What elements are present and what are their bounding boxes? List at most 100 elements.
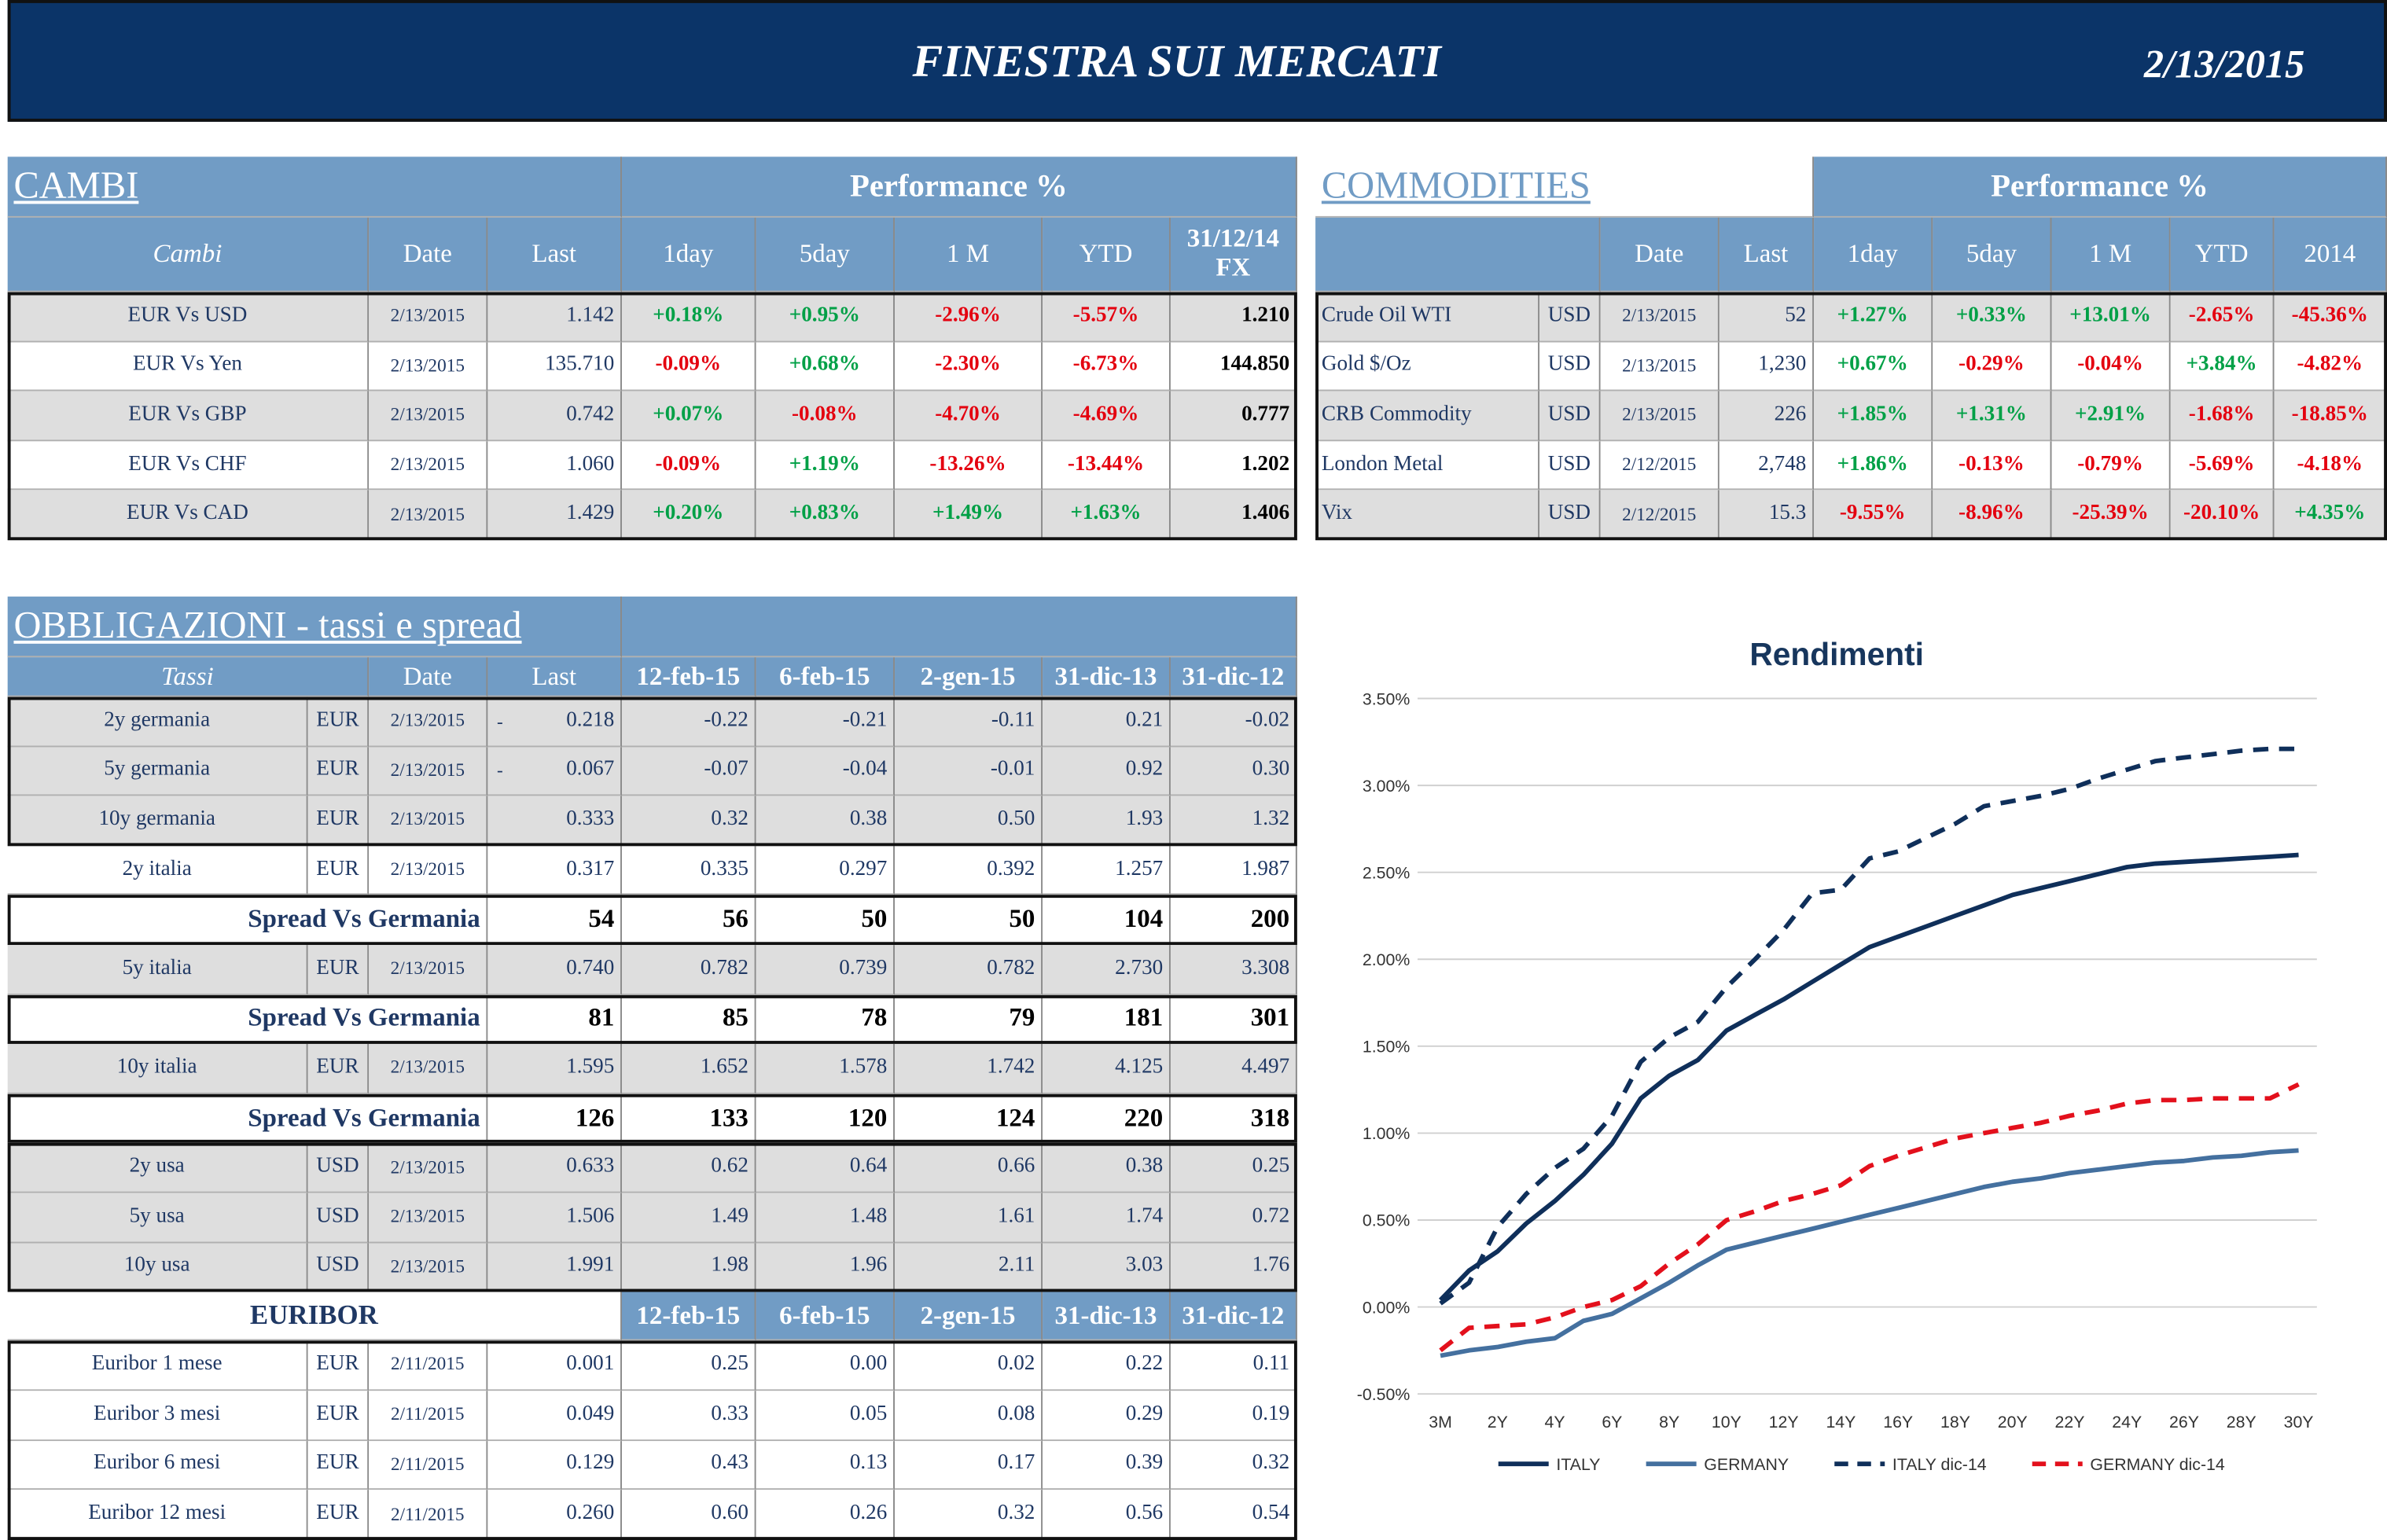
table-cell: 301 (1170, 994, 1297, 1045)
table-cell: 1.32 (1170, 796, 1297, 846)
table-cell: +0.83% (756, 491, 896, 541)
table-cell: +0.67% (1814, 341, 1933, 391)
table-cell: 2y usa (7, 1143, 308, 1193)
table-cell: 0.001 (487, 1340, 622, 1391)
y-tick-label: -0.50% (1357, 1385, 1410, 1404)
y-tick-label: 2.00% (1363, 950, 1410, 969)
table-cell: 0.218 (487, 696, 622, 747)
table-cell: 5y italia (7, 945, 308, 995)
table-cell: 0.00 (756, 1340, 896, 1391)
table-cell: 15.3 (1719, 491, 1815, 541)
table-cell: 0.633 (487, 1143, 622, 1193)
table-cell: -20.10% (2170, 491, 2275, 541)
table-cell: EUR Vs USD (7, 292, 370, 342)
x-tick-label: 2Y (1488, 1413, 1508, 1432)
table-cell: 2/13/2015 (369, 845, 488, 895)
table-cell: 2/13/2015 (1600, 391, 1719, 441)
table-cell: 220 (1043, 1093, 1171, 1144)
x-tick-label: 4Y (1545, 1413, 1565, 1432)
table-cell: 0.13 (756, 1440, 896, 1490)
table-cell: +0.95% (756, 292, 896, 342)
table-cell: 52 (1719, 292, 1815, 342)
table-cell: 1.76 (1170, 1242, 1297, 1292)
table-cell: 0.54 (1170, 1490, 1297, 1540)
table-cell: 2/13/2015 (369, 440, 488, 491)
table-cell: 0.739 (756, 945, 896, 995)
y-tick-label: 1.00% (1363, 1124, 1410, 1143)
table-cell: 2/13/2015 (369, 341, 488, 391)
header-bar: FINESTRA SUI MERCATI 2/13/2015 (7, 0, 2387, 122)
table-cell: 1.429 (487, 491, 622, 541)
table-cell: 5y germania (7, 746, 308, 796)
table-cell: 2/13/2015 (369, 1242, 488, 1292)
table-cell: Euribor 12 mesi (7, 1490, 308, 1540)
table-cell: 1.74 (1043, 1193, 1171, 1243)
column-header: 5day (1933, 217, 2052, 292)
column-header: 31-dic-13 (1043, 657, 1171, 697)
table-cell: 2/13/2015 (369, 1193, 488, 1243)
spread-label: Spread Vs Germania (7, 994, 488, 1045)
table-cell: 2.730 (1043, 945, 1171, 995)
table-cell: 50 (895, 895, 1043, 946)
table-cell: 0.260 (487, 1490, 622, 1540)
yield-chart: Rendimenti -0.50% 0.00% 0.50% 1.00% 1.50% 2.00… (1357, 636, 2317, 1474)
table-cell: 0.38 (756, 796, 896, 846)
x-tick-label: 24Y (2112, 1413, 2142, 1432)
table-cell: -0.29% (1933, 341, 2052, 391)
table-cell: 1,230 (1719, 341, 1815, 391)
table-cell: EUR (307, 696, 370, 747)
table-cell: +1.85% (1814, 391, 1933, 441)
series-line (1440, 1148, 2299, 1358)
table-cell: USD (1539, 391, 1601, 441)
table-cell: 2/13/2015 (1600, 292, 1719, 342)
column-header: 1 M (895, 217, 1043, 292)
table-cell: 2/12/2015 (1600, 440, 1719, 491)
table-cell: 2/12/2015 (1600, 491, 1719, 541)
group-header: Performance % (621, 156, 1297, 218)
table-cell: -2.96% (895, 292, 1043, 342)
legend-label: ITALY dic-14 (1892, 1455, 1987, 1474)
column-header: Last (487, 217, 622, 292)
table-cell: 85 (621, 994, 756, 1045)
table-cell: 1.98 (621, 1242, 756, 1292)
section-title: EURIBOR (7, 1292, 622, 1341)
table-cell: -2.65% (2170, 292, 2275, 342)
table-cell: -5.57% (1043, 292, 1171, 342)
table-cell: 1.210 (1170, 292, 1297, 342)
table-cell: -5.69% (2170, 440, 2275, 491)
table-cell: 0.777 (1170, 391, 1297, 441)
table-cell: 4.125 (1043, 1044, 1171, 1094)
table-cell: Euribor 3 mesi (7, 1390, 308, 1441)
column-header (1315, 217, 1601, 292)
table-cell: USD (307, 1242, 370, 1292)
x-tick-label: 8Y (1659, 1413, 1679, 1432)
table-cell: 2/13/2015 (369, 945, 488, 995)
table-cell: EUR (307, 1340, 370, 1391)
table-cell: 0.08 (895, 1390, 1043, 1441)
table-cell: 1.202 (1170, 440, 1297, 491)
table-cell: 0.335 (621, 845, 756, 895)
table-cell: USD (1539, 491, 1601, 541)
table-cell: 2/13/2015 (369, 1044, 488, 1094)
table-cell: -2.30% (895, 341, 1043, 391)
table-cell: 10y germania (7, 796, 308, 846)
column-header: 31-dic-13 (1043, 1292, 1171, 1341)
table-cell: 1.96 (756, 1242, 896, 1292)
table-cell: 10y usa (7, 1242, 308, 1292)
x-tick-label: 28Y (2227, 1413, 2256, 1432)
table-cell: EUR (307, 1440, 370, 1490)
table-cell: 79 (895, 994, 1043, 1045)
column-header: YTD (1043, 217, 1171, 292)
table-cell: 2/13/2015 (369, 696, 488, 747)
column-header: 12-feb-15 (621, 1292, 756, 1341)
table-cell: 2/13/2015 (369, 292, 488, 342)
table-cell: 1.61 (895, 1193, 1043, 1243)
x-tick-label: 26Y (2169, 1413, 2199, 1432)
table-cell: 1.060 (487, 440, 622, 491)
table-cell: 2/13/2015 (369, 746, 488, 796)
table-cell: 1.406 (1170, 491, 1297, 541)
table-cell: 0.02 (895, 1340, 1043, 1391)
column-header: 2-gen-15 (895, 657, 1043, 697)
legend-label: GERMANY (1704, 1455, 1789, 1474)
table-cell: 0.64 (756, 1143, 896, 1193)
